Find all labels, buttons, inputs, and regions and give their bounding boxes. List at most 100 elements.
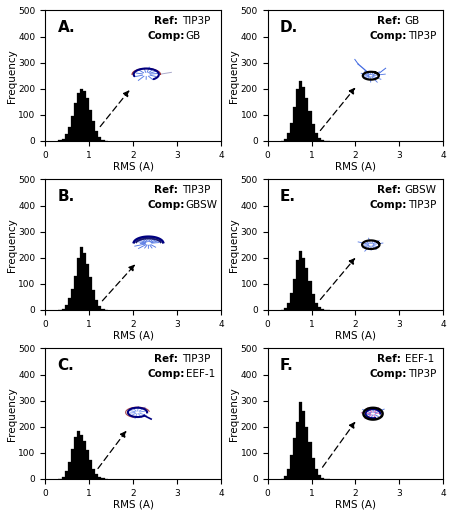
Bar — [67, 462, 71, 479]
Bar — [83, 252, 86, 310]
Bar — [92, 121, 95, 141]
Y-axis label: Frequency: Frequency — [7, 387, 17, 441]
Bar — [284, 139, 287, 141]
Text: D.: D. — [280, 20, 298, 35]
Text: Comp:: Comp: — [147, 369, 184, 379]
Bar — [318, 138, 321, 141]
Text: Comp:: Comp: — [147, 31, 184, 41]
Bar — [305, 98, 308, 141]
Text: EEF-1: EEF-1 — [405, 353, 434, 364]
Text: E.: E. — [280, 188, 296, 204]
Bar — [312, 124, 315, 141]
Text: Ref:: Ref: — [376, 15, 400, 26]
Bar — [80, 247, 83, 310]
Bar — [302, 411, 305, 479]
Bar — [80, 89, 83, 141]
Bar — [58, 140, 62, 141]
Bar — [71, 116, 74, 141]
Bar — [293, 439, 296, 479]
Bar — [83, 91, 86, 141]
Bar — [86, 264, 89, 310]
Bar — [71, 289, 74, 310]
Bar — [299, 251, 302, 310]
Bar — [74, 103, 77, 141]
Bar — [101, 140, 105, 141]
Bar — [293, 107, 296, 141]
Bar — [284, 476, 287, 479]
Bar — [65, 135, 67, 141]
Bar — [302, 87, 305, 141]
Bar — [74, 276, 77, 310]
Bar — [80, 434, 83, 479]
Bar — [89, 277, 92, 310]
Bar — [86, 450, 89, 479]
Bar — [315, 469, 318, 479]
Text: GB: GB — [405, 15, 420, 26]
Bar — [296, 422, 299, 479]
Text: TIP3P: TIP3P — [408, 369, 437, 379]
Text: Ref:: Ref: — [376, 185, 400, 195]
Bar — [318, 307, 321, 310]
Text: TIP3P: TIP3P — [408, 31, 437, 41]
Text: GB: GB — [186, 31, 201, 41]
Text: Ref:: Ref: — [376, 353, 400, 364]
Bar — [312, 458, 315, 479]
Text: Comp:: Comp: — [147, 200, 184, 211]
Text: F.: F. — [280, 358, 294, 373]
Bar — [315, 303, 318, 310]
Bar — [308, 281, 312, 310]
Text: TIP3P: TIP3P — [182, 185, 211, 195]
Bar — [92, 291, 95, 310]
Bar — [318, 475, 321, 479]
Bar — [305, 268, 308, 310]
Bar — [98, 137, 101, 141]
Text: Ref:: Ref: — [154, 185, 178, 195]
Bar — [321, 478, 324, 479]
X-axis label: RMS (A): RMS (A) — [113, 161, 154, 171]
Bar — [101, 309, 105, 310]
Text: Comp:: Comp: — [370, 369, 407, 379]
Bar — [77, 431, 80, 479]
X-axis label: RMS (A): RMS (A) — [335, 499, 376, 509]
Bar — [95, 474, 98, 479]
Bar — [308, 442, 312, 479]
Bar — [62, 309, 65, 310]
Bar — [290, 293, 293, 310]
Bar — [284, 308, 287, 310]
Bar — [95, 131, 98, 141]
Bar — [89, 109, 92, 141]
Y-axis label: Frequency: Frequency — [7, 218, 17, 271]
Text: TIP3P: TIP3P — [182, 15, 211, 26]
Bar — [77, 93, 80, 141]
Text: C.: C. — [58, 358, 74, 373]
Bar — [308, 111, 312, 141]
Text: Ref:: Ref: — [154, 353, 178, 364]
Bar — [302, 258, 305, 310]
Bar — [62, 477, 65, 479]
Text: TIP3P: TIP3P — [408, 200, 437, 211]
Bar — [98, 477, 101, 479]
Bar — [299, 81, 302, 141]
Bar — [290, 456, 293, 479]
Y-axis label: Frequency: Frequency — [229, 387, 239, 441]
Bar — [321, 309, 324, 310]
Bar — [98, 306, 101, 310]
Bar — [65, 305, 67, 310]
Bar — [296, 261, 299, 310]
Bar — [293, 279, 296, 310]
Bar — [299, 402, 302, 479]
Text: Comp:: Comp: — [370, 200, 407, 211]
Bar — [83, 441, 86, 479]
Bar — [86, 98, 89, 141]
Bar — [315, 133, 318, 141]
Bar — [92, 469, 95, 479]
Text: GBSW: GBSW — [405, 185, 437, 195]
Text: Ref:: Ref: — [154, 15, 178, 26]
Text: EEF-1: EEF-1 — [186, 369, 215, 379]
Y-axis label: Frequency: Frequency — [7, 49, 17, 103]
Bar — [67, 298, 71, 310]
Y-axis label: Frequency: Frequency — [229, 49, 239, 103]
Bar — [287, 303, 290, 310]
Text: TIP3P: TIP3P — [182, 353, 211, 364]
Text: B.: B. — [58, 188, 75, 204]
